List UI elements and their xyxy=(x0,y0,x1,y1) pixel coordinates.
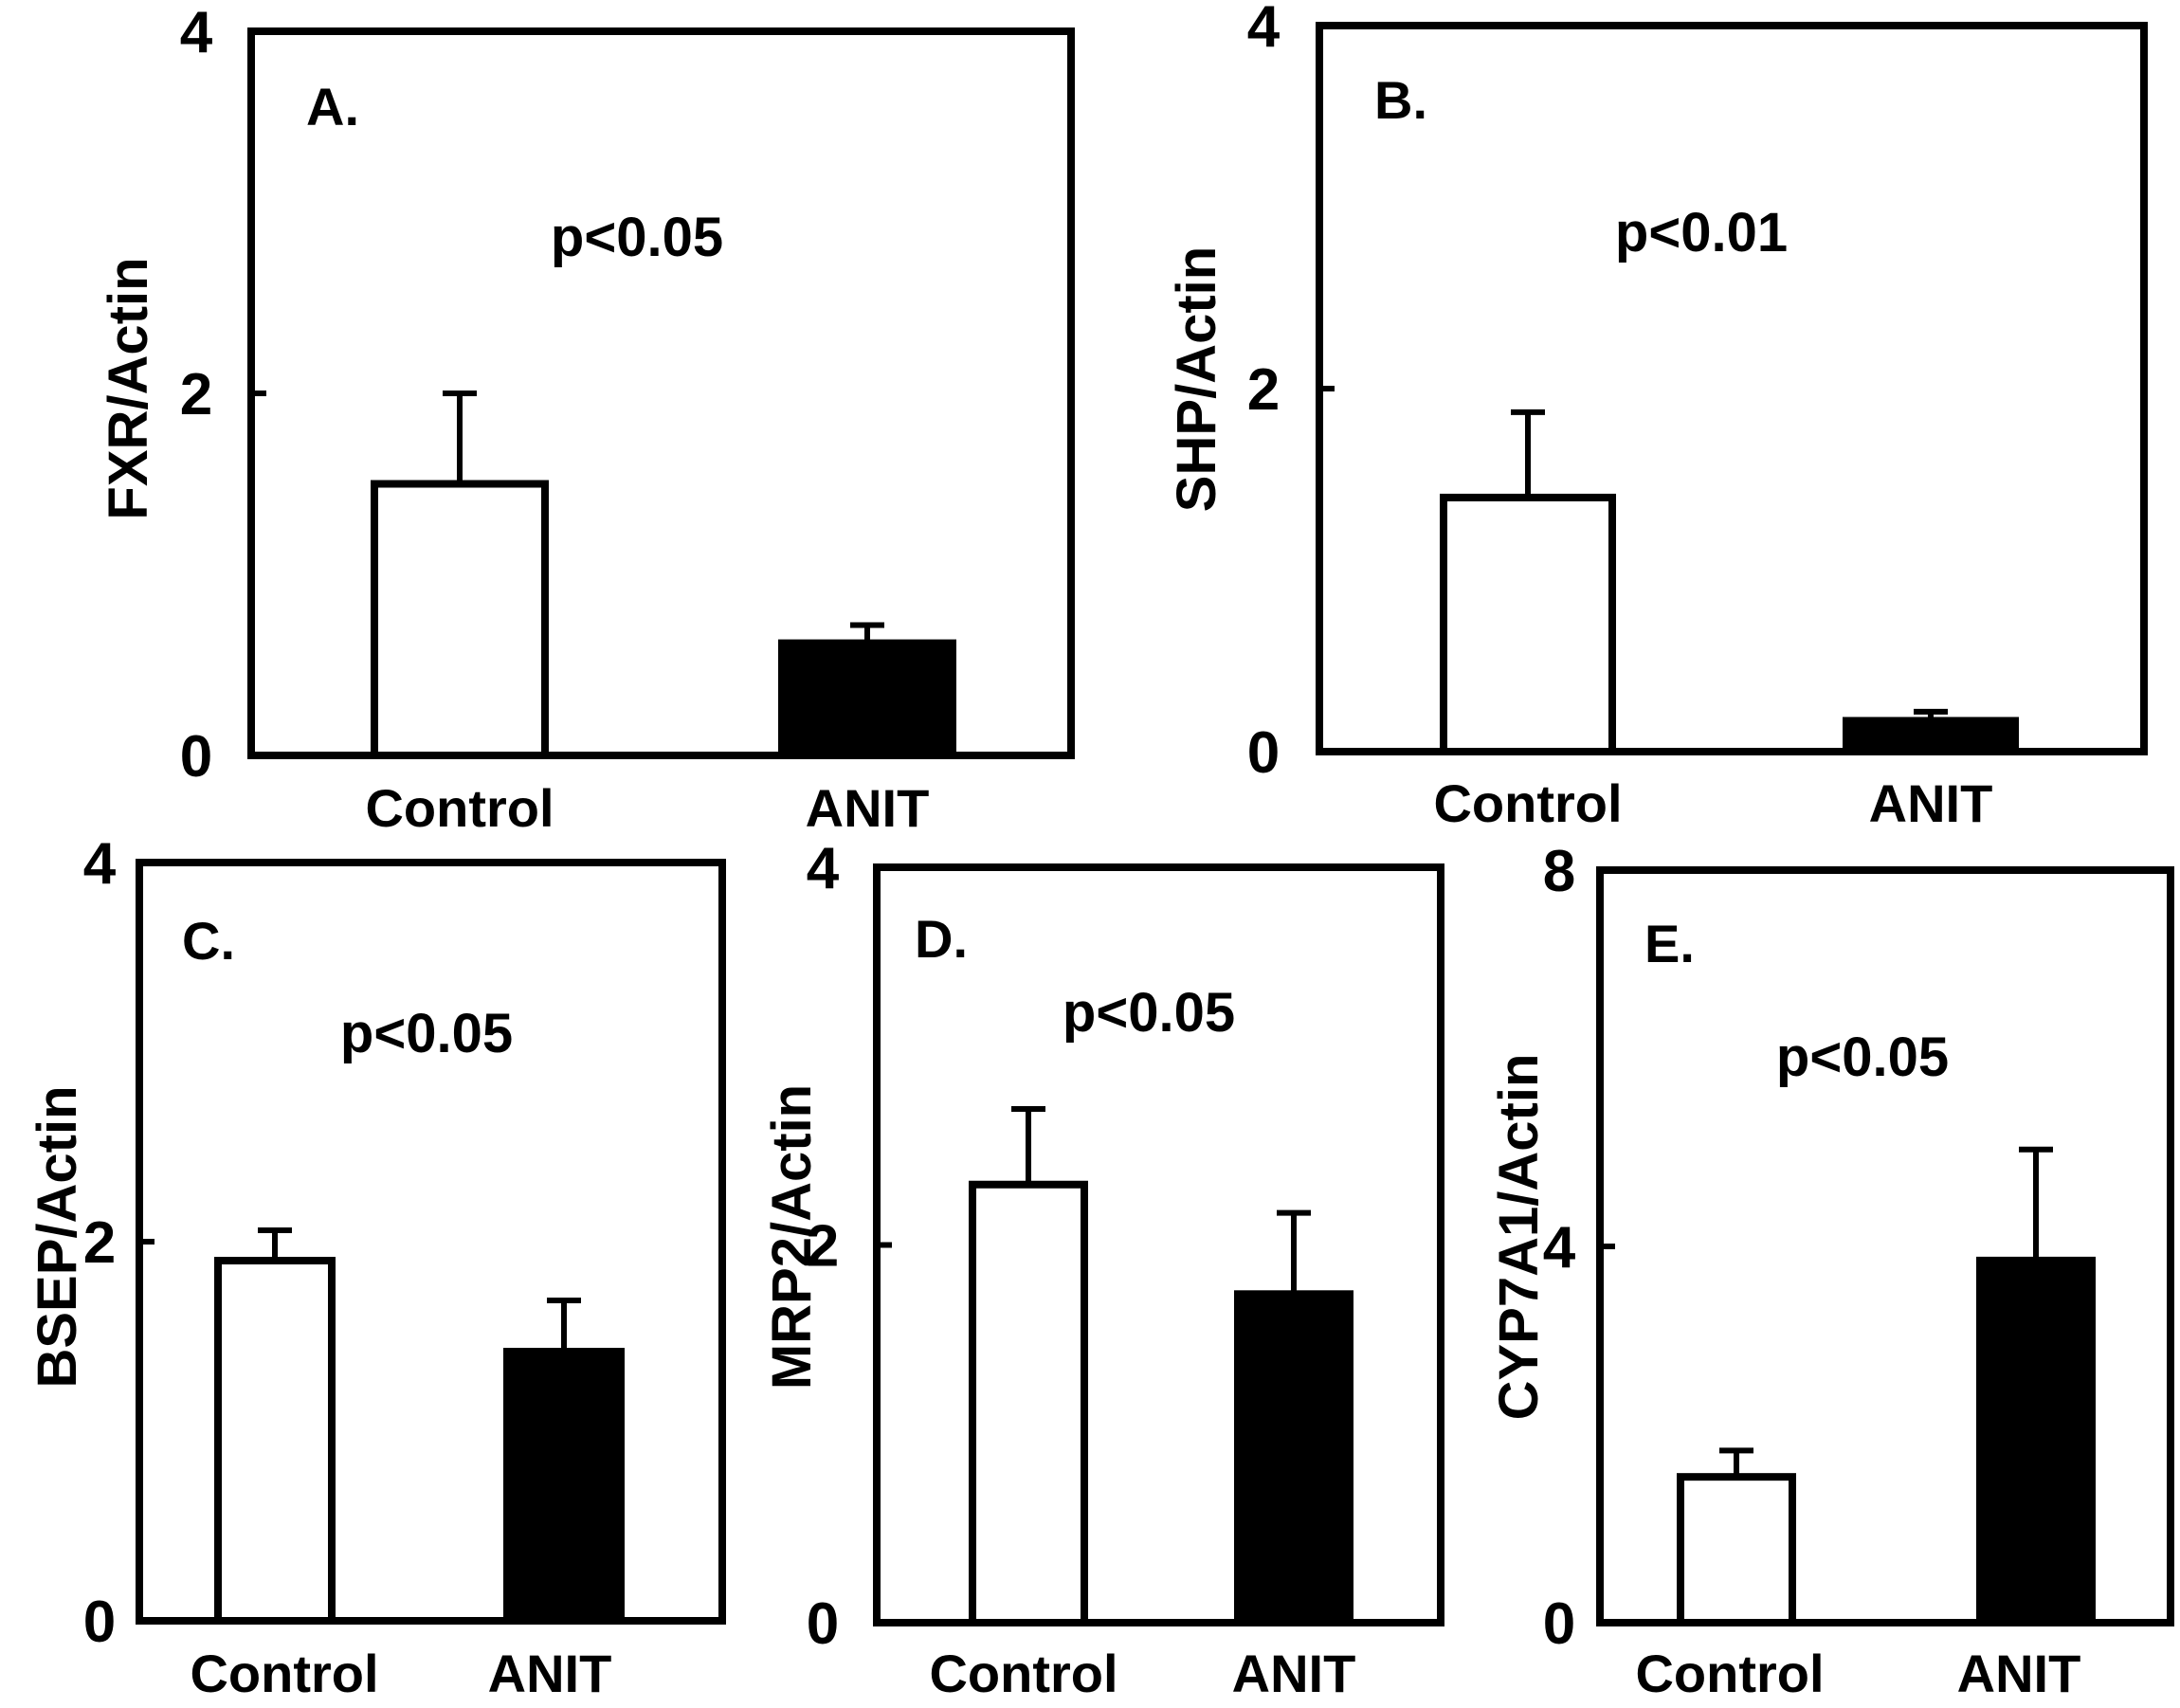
chart-panel-2: 0 2 4 Control ANIT B. p<0.01 SHP/Actin xyxy=(1166,0,2148,833)
error-bar-anit xyxy=(2019,1146,2053,1261)
x-category-label: ANIT xyxy=(806,778,930,838)
y-axis-label: FXR/Actin xyxy=(98,257,159,519)
bar-anit xyxy=(1843,717,2019,756)
x-category-label: Control xyxy=(365,778,554,838)
panel-label: E. xyxy=(1644,914,1695,973)
bar-control xyxy=(1440,493,1616,756)
error-bar-control xyxy=(1719,1447,1753,1478)
chart-panel-4: 0 2 4 Control ANIT D. p<0.05 MRP2/Actin xyxy=(761,836,1444,1703)
x-category-label: Control xyxy=(190,1644,378,1703)
y-tick-label: 2 xyxy=(1247,357,1280,423)
error-bar-control xyxy=(443,391,477,484)
x-category-label: ANIT xyxy=(1957,1644,2081,1703)
p-value-annotation: p<0.01 xyxy=(1615,202,1788,263)
y-tick-label: 0 xyxy=(1543,1591,1575,1657)
bar-anit xyxy=(778,639,956,760)
panel-label: A. xyxy=(306,77,359,136)
error-bar-anit xyxy=(547,1298,581,1352)
y-tick-label: 8 xyxy=(1543,839,1575,904)
chart-panel-3: 0 2 4 Control ANIT C. p<0.05 BSEP/Actin xyxy=(27,831,726,1703)
error-bar-anit xyxy=(850,622,884,644)
p-value-annotation: p<0.05 xyxy=(1776,1027,1949,1088)
p-value-annotation: p<0.05 xyxy=(551,207,723,268)
y-axis-label: MRP2/Actin xyxy=(761,1084,823,1390)
x-category-label: Control xyxy=(929,1644,1117,1703)
y-tick-label: 4 xyxy=(83,831,117,897)
error-bar-anit xyxy=(1277,1209,1311,1295)
bar-control xyxy=(1677,1473,1796,1626)
panel-label: D. xyxy=(915,909,968,969)
y-axis-label: CYP7A1/Actin xyxy=(1488,1054,1550,1421)
y-tick-label: 0 xyxy=(1247,720,1280,786)
chart-panel-1: 0 2 4 Control ANIT A. p<0.05 FXR/Actin xyxy=(98,0,1075,838)
y-tick-label: 0 xyxy=(180,724,212,790)
y-tick-label: 2 xyxy=(807,1214,839,1280)
bar-anit xyxy=(1234,1290,1353,1627)
error-bar-control xyxy=(1511,409,1545,498)
bar-anit xyxy=(503,1348,625,1625)
bar-control xyxy=(214,1257,336,1625)
plot-frame xyxy=(873,863,1444,1626)
y-axis-label: BSEP/Actin xyxy=(27,1085,88,1388)
y-tick-label: 4 xyxy=(1247,0,1281,60)
x-category-label: Control xyxy=(1635,1644,1824,1703)
y-tick-label: 2 xyxy=(83,1210,116,1276)
error-bar-control xyxy=(1011,1106,1045,1185)
x-category-label: ANIT xyxy=(1869,773,1993,833)
y-tick-label: 4 xyxy=(1543,1215,1576,1281)
y-tick-label: 4 xyxy=(807,836,840,901)
bar-anit xyxy=(1976,1256,2096,1626)
error-bar-anit xyxy=(1914,708,1948,721)
p-value-annotation: p<0.05 xyxy=(340,1003,513,1064)
x-category-label: ANIT xyxy=(488,1644,612,1703)
y-tick-label: 4 xyxy=(180,0,213,65)
error-bar-control xyxy=(258,1227,292,1261)
bar-control xyxy=(371,480,549,759)
x-category-label: Control xyxy=(1433,773,1622,833)
y-tick-label: 2 xyxy=(180,362,212,427)
y-axis-label: SHP/Actin xyxy=(1166,246,1227,512)
p-value-annotation: p<0.05 xyxy=(1063,982,1235,1044)
bar-control xyxy=(969,1180,1088,1626)
panel-label: C. xyxy=(182,911,235,971)
y-tick-label: 0 xyxy=(807,1591,839,1657)
panel-label: B. xyxy=(1374,70,1427,130)
x-category-label: ANIT xyxy=(1232,1644,1356,1703)
chart-panel-5: 0 4 8 Control ANIT E. p<0.05 CYP7A1/Actin xyxy=(1488,839,2174,1703)
y-tick-label: 0 xyxy=(83,1590,116,1655)
